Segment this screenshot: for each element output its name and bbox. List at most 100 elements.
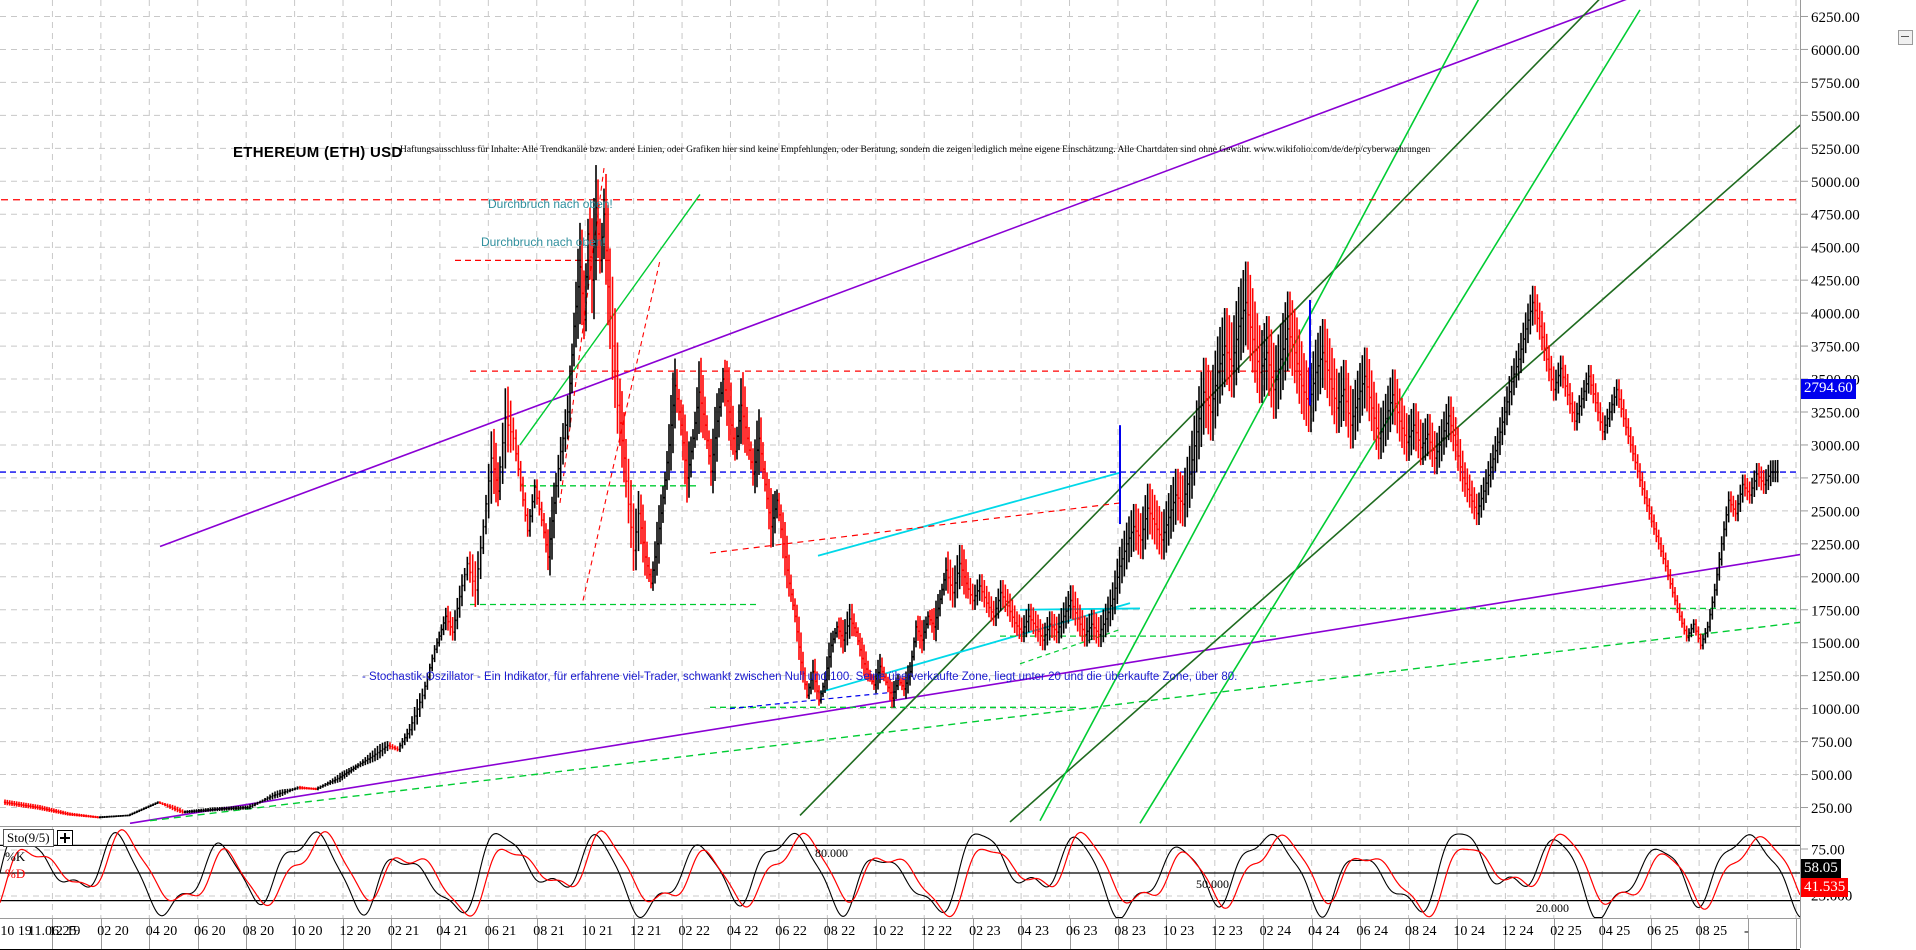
time-axis-separator [1117,919,1119,949]
stochastic-level-20-label: 20.000 [1536,901,1569,915]
stochastic-level-50-label: 50.000 [1196,877,1229,891]
svg-text:1750.00: 1750.00 [1811,603,1860,619]
time-axis-separator [1069,919,1071,949]
time-axis-separator [391,919,393,949]
last-price-badge: 2794.60 [1801,379,1856,399]
svg-text:3750.00: 3750.00 [1811,340,1860,356]
time-axis-tick: 08 21 [533,924,565,939]
time-axis-tick: 02 23 [969,924,1001,939]
time-axis-separator [1747,919,1749,949]
stochastic-d-label: %D [5,866,26,881]
svg-text:1250.00: 1250.00 [1811,669,1860,685]
stochastic-indicator-label[interactable]: Sto(9/5) [3,829,54,847]
time-axis-separator [1263,919,1265,949]
time-axis-tick: 06 25 [1647,924,1679,939]
time-axis-separator [52,919,54,949]
time-axis-tick: 12 20 [339,924,371,939]
time-axis-tick: 04 25 [1598,924,1631,939]
time-axis-tick: 11.06.25 [28,924,77,939]
svg-text:2750.00: 2750.00 [1811,471,1860,487]
stochastic-canvas[interactable] [0,827,1800,919]
time-axis-tick: 06 20 [194,924,226,939]
time-axis-separator [439,919,441,949]
svg-text:6250.00: 6250.00 [1811,10,1860,26]
time-axis-tick: 08 25 [1695,924,1728,939]
time-axis-separator [246,919,248,949]
time-axis-separator [343,919,345,949]
page-title: ETHEREUM (ETH) USD [233,144,403,161]
time-axis-separator [1360,919,1362,949]
time-axis-separator [1021,919,1023,949]
time-axis-tick: 06 23 [1065,924,1098,939]
stochastic-header[interactable]: Sto(9/5) [3,829,73,847]
time-axis-separator [972,919,974,949]
time-axis-separator [1311,919,1313,949]
time-axis-tick: 04 21 [436,924,468,939]
svg-text:4500.00: 4500.00 [1811,241,1860,257]
time-axis-tick: 04 23 [1017,924,1050,939]
svg-text:5250.00: 5250.00 [1811,142,1860,158]
time-axis-separator [875,919,877,949]
time-axis-separator [294,919,296,949]
time-axis-tick: 10 22 [872,924,904,939]
svg-text:3250.00: 3250.00 [1811,406,1860,422]
svg-text:5750.00: 5750.00 [1811,76,1860,92]
time-axis-tick: 04 24 [1308,924,1340,939]
time-axis-tick: 08 20 [242,924,275,939]
time-axis-tick: 02 20 [97,924,129,939]
time-axis-separator [1650,919,1652,949]
time-axis-separator [1166,919,1168,949]
svg-text:250.00: 250.00 [1811,801,1852,817]
svg-text:4250.00: 4250.00 [1811,274,1860,290]
time-axis-separator [1408,919,1410,949]
svg-text:2000.00: 2000.00 [1811,570,1860,586]
annotation-breakout-2: Durchbruch nach oben! [481,235,606,249]
svg-text:6000.00: 6000.00 [1811,43,1860,59]
time-axis-tick: 10 20 [291,924,323,939]
price-axis[interactable]: 6250.00 6000.00 5750.00 5500.00 5250.00 5000.… [1800,0,1916,948]
time-axis-separator [488,919,490,949]
stochastic-k-label: %K [5,849,26,864]
time-axis-tick: 10 23 [1162,924,1195,939]
stochastic-indicator-pane[interactable] [0,826,1800,919]
price-chart-pane[interactable] [0,0,1800,824]
time-axis-separator [149,919,151,949]
time-axis-tick: 10 21 [581,924,614,939]
expand-plus-icon[interactable] [56,830,73,846]
svg-text:75.00: 75.00 [1811,843,1845,859]
minimize-icon[interactable] [1898,30,1913,45]
annotation-breakout-1: Durchbruch nach oben! [488,197,613,211]
time-axis-tick: 02 22 [678,924,710,939]
stochastic-d-value-badge: 41.535 [1801,878,1849,897]
time-axis-separator [730,919,732,949]
time-axis-separator [778,919,780,949]
svg-text:2250.00: 2250.00 [1811,537,1860,553]
time-axis-separator [536,919,538,949]
time-axis-separator [1214,919,1216,949]
time-axis-tick: 02 25 [1550,924,1582,939]
time-axis-tick: 04 20 [145,924,178,939]
time-axis-separator [924,919,926,949]
svg-text:1500.00: 1500.00 [1811,636,1860,652]
time-axis-tick: 12 19 [48,924,81,939]
stochastic-level-80-label: 80.000 [815,846,848,860]
time-axis-tick: 12 23 [1211,924,1243,939]
time-axis-separator [197,919,199,949]
time-axis-tick: 12 24 [1501,924,1534,939]
time-axis-separator [1505,919,1507,949]
time-axis-separator [827,919,829,949]
svg-text:1000.00: 1000.00 [1811,702,1860,718]
stochastic-explanation-note: - Stochastik-Oszillator - Ein Indikator,… [362,671,1238,683]
svg-text:500.00: 500.00 [1811,768,1852,784]
time-axis-tick: 12 22 [920,924,953,939]
price-chart-canvas[interactable] [0,0,1800,824]
time-axis-tick: 10 19 [0,924,32,939]
time-axis-tick: 08 23 [1114,924,1146,939]
svg-text:4000.00: 4000.00 [1811,307,1860,323]
svg-text:3000.00: 3000.00 [1811,438,1860,454]
time-axis-separator [1699,919,1701,949]
time-axis[interactable]: 11.06.25 10 19 12 19 02 20 04 20 06 20 08 20 10… [0,918,1800,950]
time-axis-tick: 08 24 [1404,924,1437,939]
time-axis-tick: - [1744,924,1749,939]
